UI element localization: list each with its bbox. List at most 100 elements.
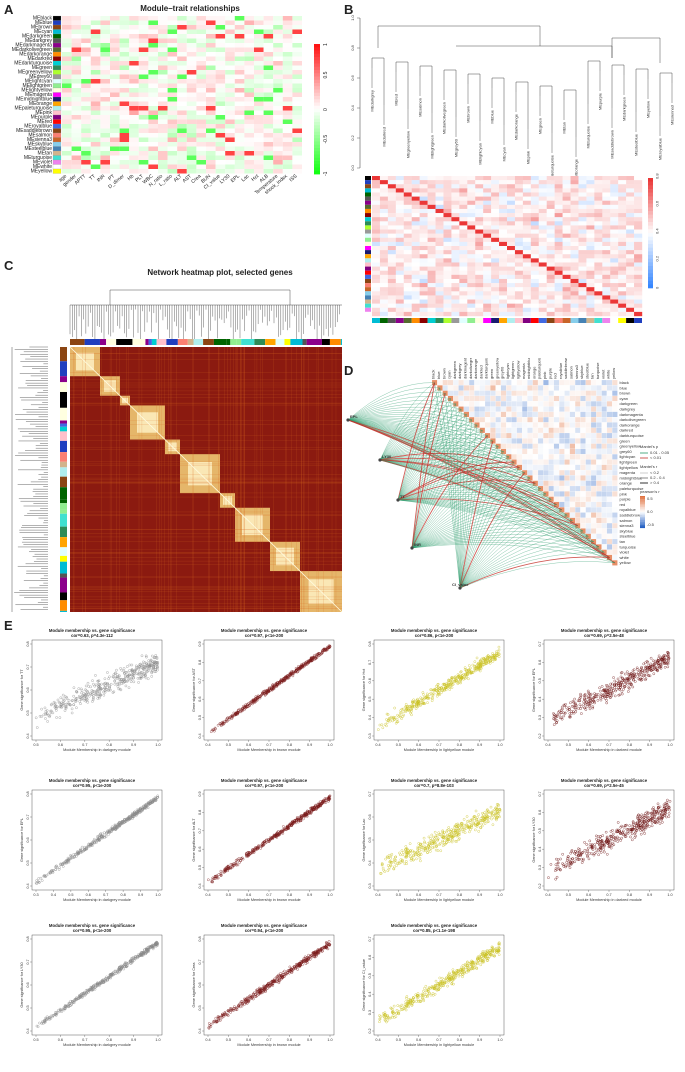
heatmap-cell: [215, 128, 226, 133]
eigengene-cell: [626, 180, 635, 185]
data-point: [486, 655, 489, 658]
eigengene-cell: [626, 299, 635, 304]
pearson-cell: [612, 427, 618, 434]
heatmap-cell: [71, 29, 82, 34]
eigengene-cell: [570, 295, 579, 300]
data-point: [77, 687, 81, 690]
eigengene-cell: [626, 311, 635, 317]
heatmap-cell: [62, 70, 72, 75]
data-point: [282, 678, 286, 682]
pearson-cell: [590, 417, 597, 423]
heatmap-row-color: [365, 237, 371, 242]
heatmap-cell: [225, 92, 235, 97]
heatmap-cell: [273, 74, 283, 79]
mantel-link: [379, 459, 547, 495]
mantel-link: [397, 499, 584, 532]
eigengene-cell: [483, 250, 492, 255]
pearson-cell: [590, 470, 597, 476]
eigengene-cell: [395, 229, 404, 234]
eigengene-cell: [594, 303, 603, 308]
eigengene-cell: [491, 217, 500, 222]
mantel-link: [347, 400, 456, 421]
heatmap-cell: [196, 124, 206, 129]
eigengene-cell: [578, 233, 587, 238]
pearson-cell: [559, 496, 565, 502]
data-point: [294, 666, 298, 670]
data-point: [64, 706, 67, 709]
pearson-cell: [606, 432, 613, 439]
heatmap-cell: [148, 56, 158, 61]
mantel-link: [434, 382, 461, 589]
heatmap-cell: [177, 133, 187, 138]
eigengene-cell: [530, 237, 539, 243]
heatmap-cell: [263, 70, 274, 75]
data-point: [223, 720, 226, 723]
eigengene-cell: [562, 278, 571, 284]
eigengene-cell: [634, 274, 643, 280]
heatmap-cell: [100, 155, 110, 160]
heatmap-cell: [81, 115, 91, 120]
eigengene-cell: [491, 246, 500, 251]
eigengene-cell: [530, 184, 539, 189]
pearson-cell: [575, 443, 581, 449]
data-point: [136, 672, 140, 676]
trait-label: AST: [182, 173, 193, 184]
row-label: sienna3: [620, 523, 635, 528]
eigengene-cell: [602, 246, 611, 251]
eigengene-cell: [578, 221, 587, 226]
eigengene-cell: [459, 221, 468, 226]
pearson-cell: [553, 459, 560, 465]
mantel-link: [411, 488, 541, 549]
heatmap-cell: [282, 79, 293, 84]
heatmap-cell: [206, 70, 216, 75]
heatmap-cell: [81, 106, 91, 111]
eigengene-cell: [538, 262, 547, 267]
eigengene-cell: [546, 221, 555, 226]
heatmap-cell: [234, 155, 245, 160]
eigengene-cell: [411, 184, 420, 189]
pearson-cell: [469, 411, 475, 418]
eigengene-cell: [586, 270, 595, 276]
data-point: [150, 671, 154, 675]
heatmap-cell: [100, 74, 110, 79]
pearson-cell: [453, 390, 459, 396]
eigengene-cell: [372, 270, 381, 276]
module-color-bar: [60, 431, 67, 441]
eigengene-cell: [522, 208, 532, 214]
eigengene-cell: [626, 241, 635, 247]
eigengene-cell: [538, 184, 547, 189]
heatmap-cell: [90, 115, 101, 120]
network-heatmap-svg: [11, 289, 343, 613]
heatmap-cell: [177, 20, 187, 25]
mantel-link: [379, 419, 472, 461]
eigengene-cell: [443, 180, 452, 185]
data-point: [53, 701, 57, 705]
heatmap-cell: [148, 83, 158, 88]
pearson-cell: [543, 432, 549, 439]
pearson-cell: [553, 438, 560, 444]
eigengene-cell: [372, 254, 381, 259]
pearson-cell: [511, 411, 517, 418]
data-point: [278, 680, 282, 684]
pearson-cell: [585, 475, 592, 481]
pearson-cell: [553, 443, 560, 449]
heatmap-cell: [244, 137, 254, 142]
heatmap-cell: [273, 160, 283, 165]
pearson-cell: [596, 538, 602, 545]
heatmap-cell: [158, 20, 168, 25]
eigengene-cell: [618, 246, 627, 251]
eigengene-cell: [634, 241, 643, 247]
eigengene-cell: [411, 299, 420, 304]
heatmap-cell: [129, 155, 139, 160]
heatmap-cell: [254, 34, 264, 39]
heatmap-cell: [225, 61, 235, 66]
pearson-cell: [516, 379, 523, 386]
pearson-cell: [543, 379, 549, 386]
eigengene-cell: [403, 291, 412, 296]
pearson-cell: [580, 448, 586, 455]
heatmap-cell: [273, 79, 283, 84]
pearson-cell: [601, 485, 607, 492]
eigengene-cell: [419, 200, 428, 206]
pearson-cell: [500, 427, 507, 434]
mantel-link: [379, 459, 589, 537]
